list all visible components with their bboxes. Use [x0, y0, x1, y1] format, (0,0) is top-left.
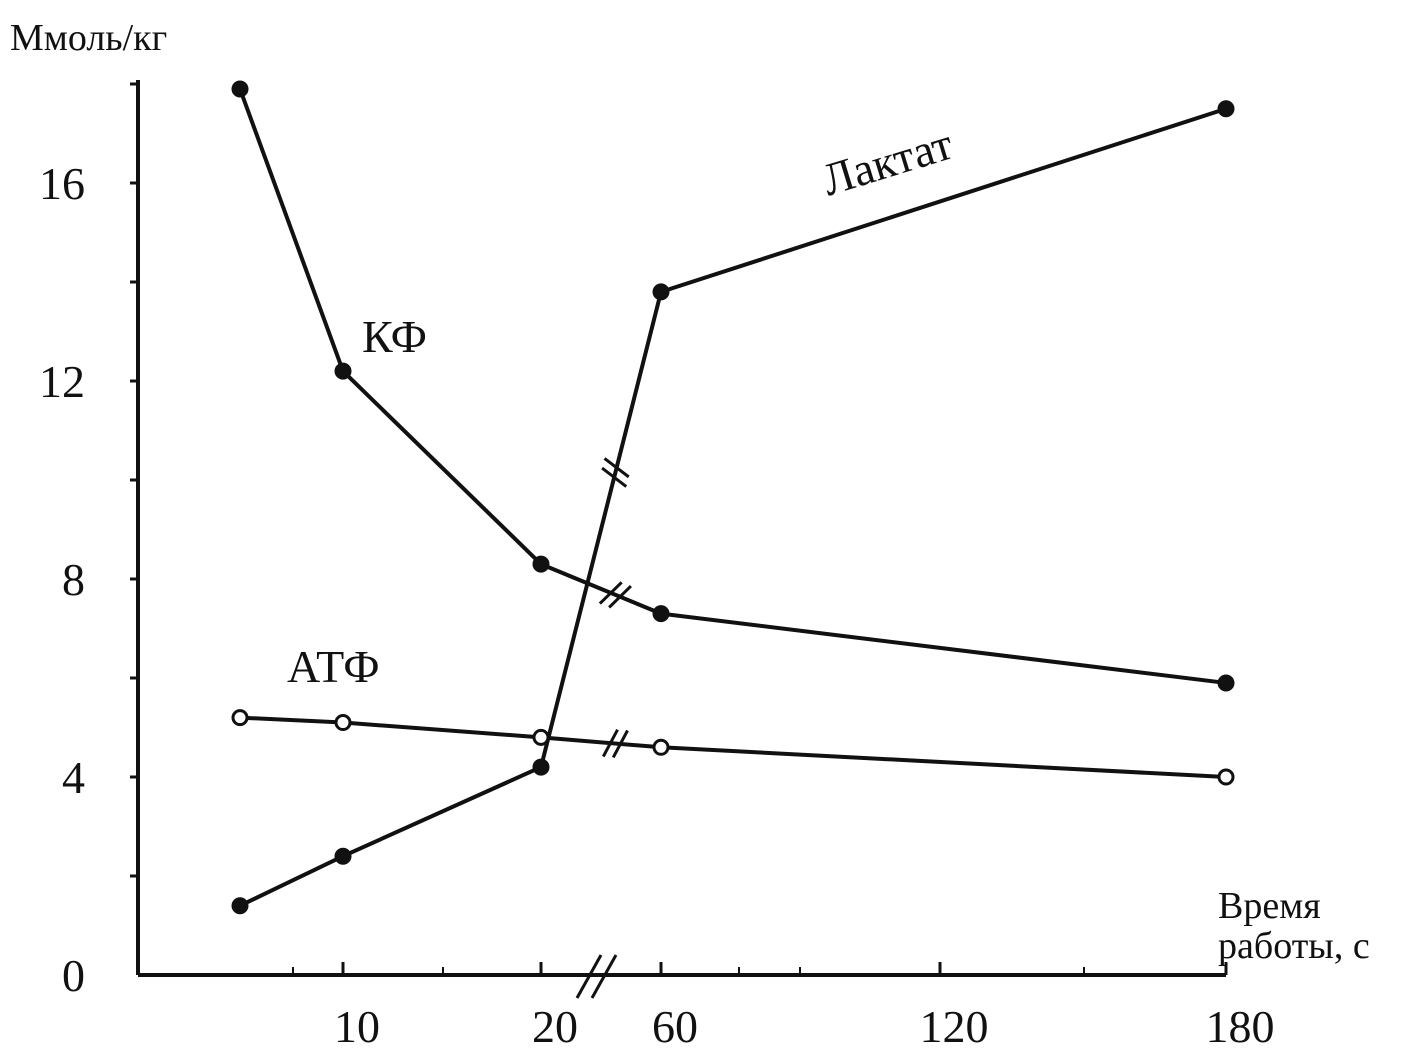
x-axis-break — [575, 954, 618, 999]
data-point-lactate-180 — [1217, 100, 1235, 118]
data-point-atf-10 — [334, 714, 352, 732]
x-tick-label-10: 10 — [334, 1001, 380, 1050]
data-point-kf-0 — [231, 80, 249, 98]
ticks: 0 4 8 12 16 10 20 60 120 180 — [39, 82, 1275, 1050]
x-tick-label-20: 20 — [532, 1001, 578, 1050]
series-label-kf: КФ — [362, 311, 427, 362]
series-break-lactate-1 — [603, 457, 630, 479]
data-point-lactate-20 — [532, 758, 550, 776]
data-point-kf-20 — [532, 555, 550, 573]
data-point-kf-180 — [1217, 674, 1235, 692]
series-breaks — [598, 457, 632, 759]
y-tick-label-0: 0 — [62, 950, 85, 1001]
series-line-lactate — [239, 106, 1227, 908]
markers — [231, 80, 1235, 915]
series-line-kf — [238, 88, 1227, 685]
y-tick-label-16: 16 — [39, 158, 85, 209]
y-tick-label-12: 12 — [39, 356, 85, 407]
series-break-kf-1 — [608, 585, 632, 609]
data-point-kf-10 — [334, 362, 352, 380]
series-break-lactate-0 — [601, 466, 628, 488]
data-point-lactate-0 — [231, 897, 249, 915]
data-point-atf-60 — [652, 738, 670, 756]
series-lines — [238, 88, 1227, 908]
data-point-atf-0 — [231, 709, 249, 727]
data-point-kf-60 — [652, 605, 670, 623]
y-axis-label: Ммоль/кг — [10, 17, 167, 59]
y-tick-label-8: 8 — [62, 554, 85, 605]
x-axis-label-line-1: Время — [1218, 885, 1321, 927]
x-tick-label-120: 120 — [920, 1001, 989, 1050]
labels: Ммоль/кг Время работы, с КФ Лактат АТФ — [10, 17, 1370, 967]
x-axis-label-line-2: работы, с — [1218, 925, 1370, 967]
series-label-atf: АТФ — [287, 641, 380, 692]
series-label-lactate: Лактат — [816, 118, 958, 206]
data-point-atf-20 — [532, 728, 550, 746]
y-tick-label-4: 4 — [62, 752, 85, 803]
series-break-atf-1 — [611, 729, 629, 759]
x-tick-label-180: 180 — [1206, 1001, 1275, 1050]
axes — [136, 80, 1226, 999]
data-point-lactate-10 — [334, 847, 352, 865]
series-break-atf-0 — [601, 728, 619, 758]
data-point-lactate-60 — [652, 283, 670, 301]
data-point-atf-180 — [1217, 768, 1235, 786]
series-line-atf — [239, 715, 1227, 779]
series-break-kf-0 — [598, 581, 623, 605]
x-tick-label-60: 60 — [652, 1001, 698, 1050]
